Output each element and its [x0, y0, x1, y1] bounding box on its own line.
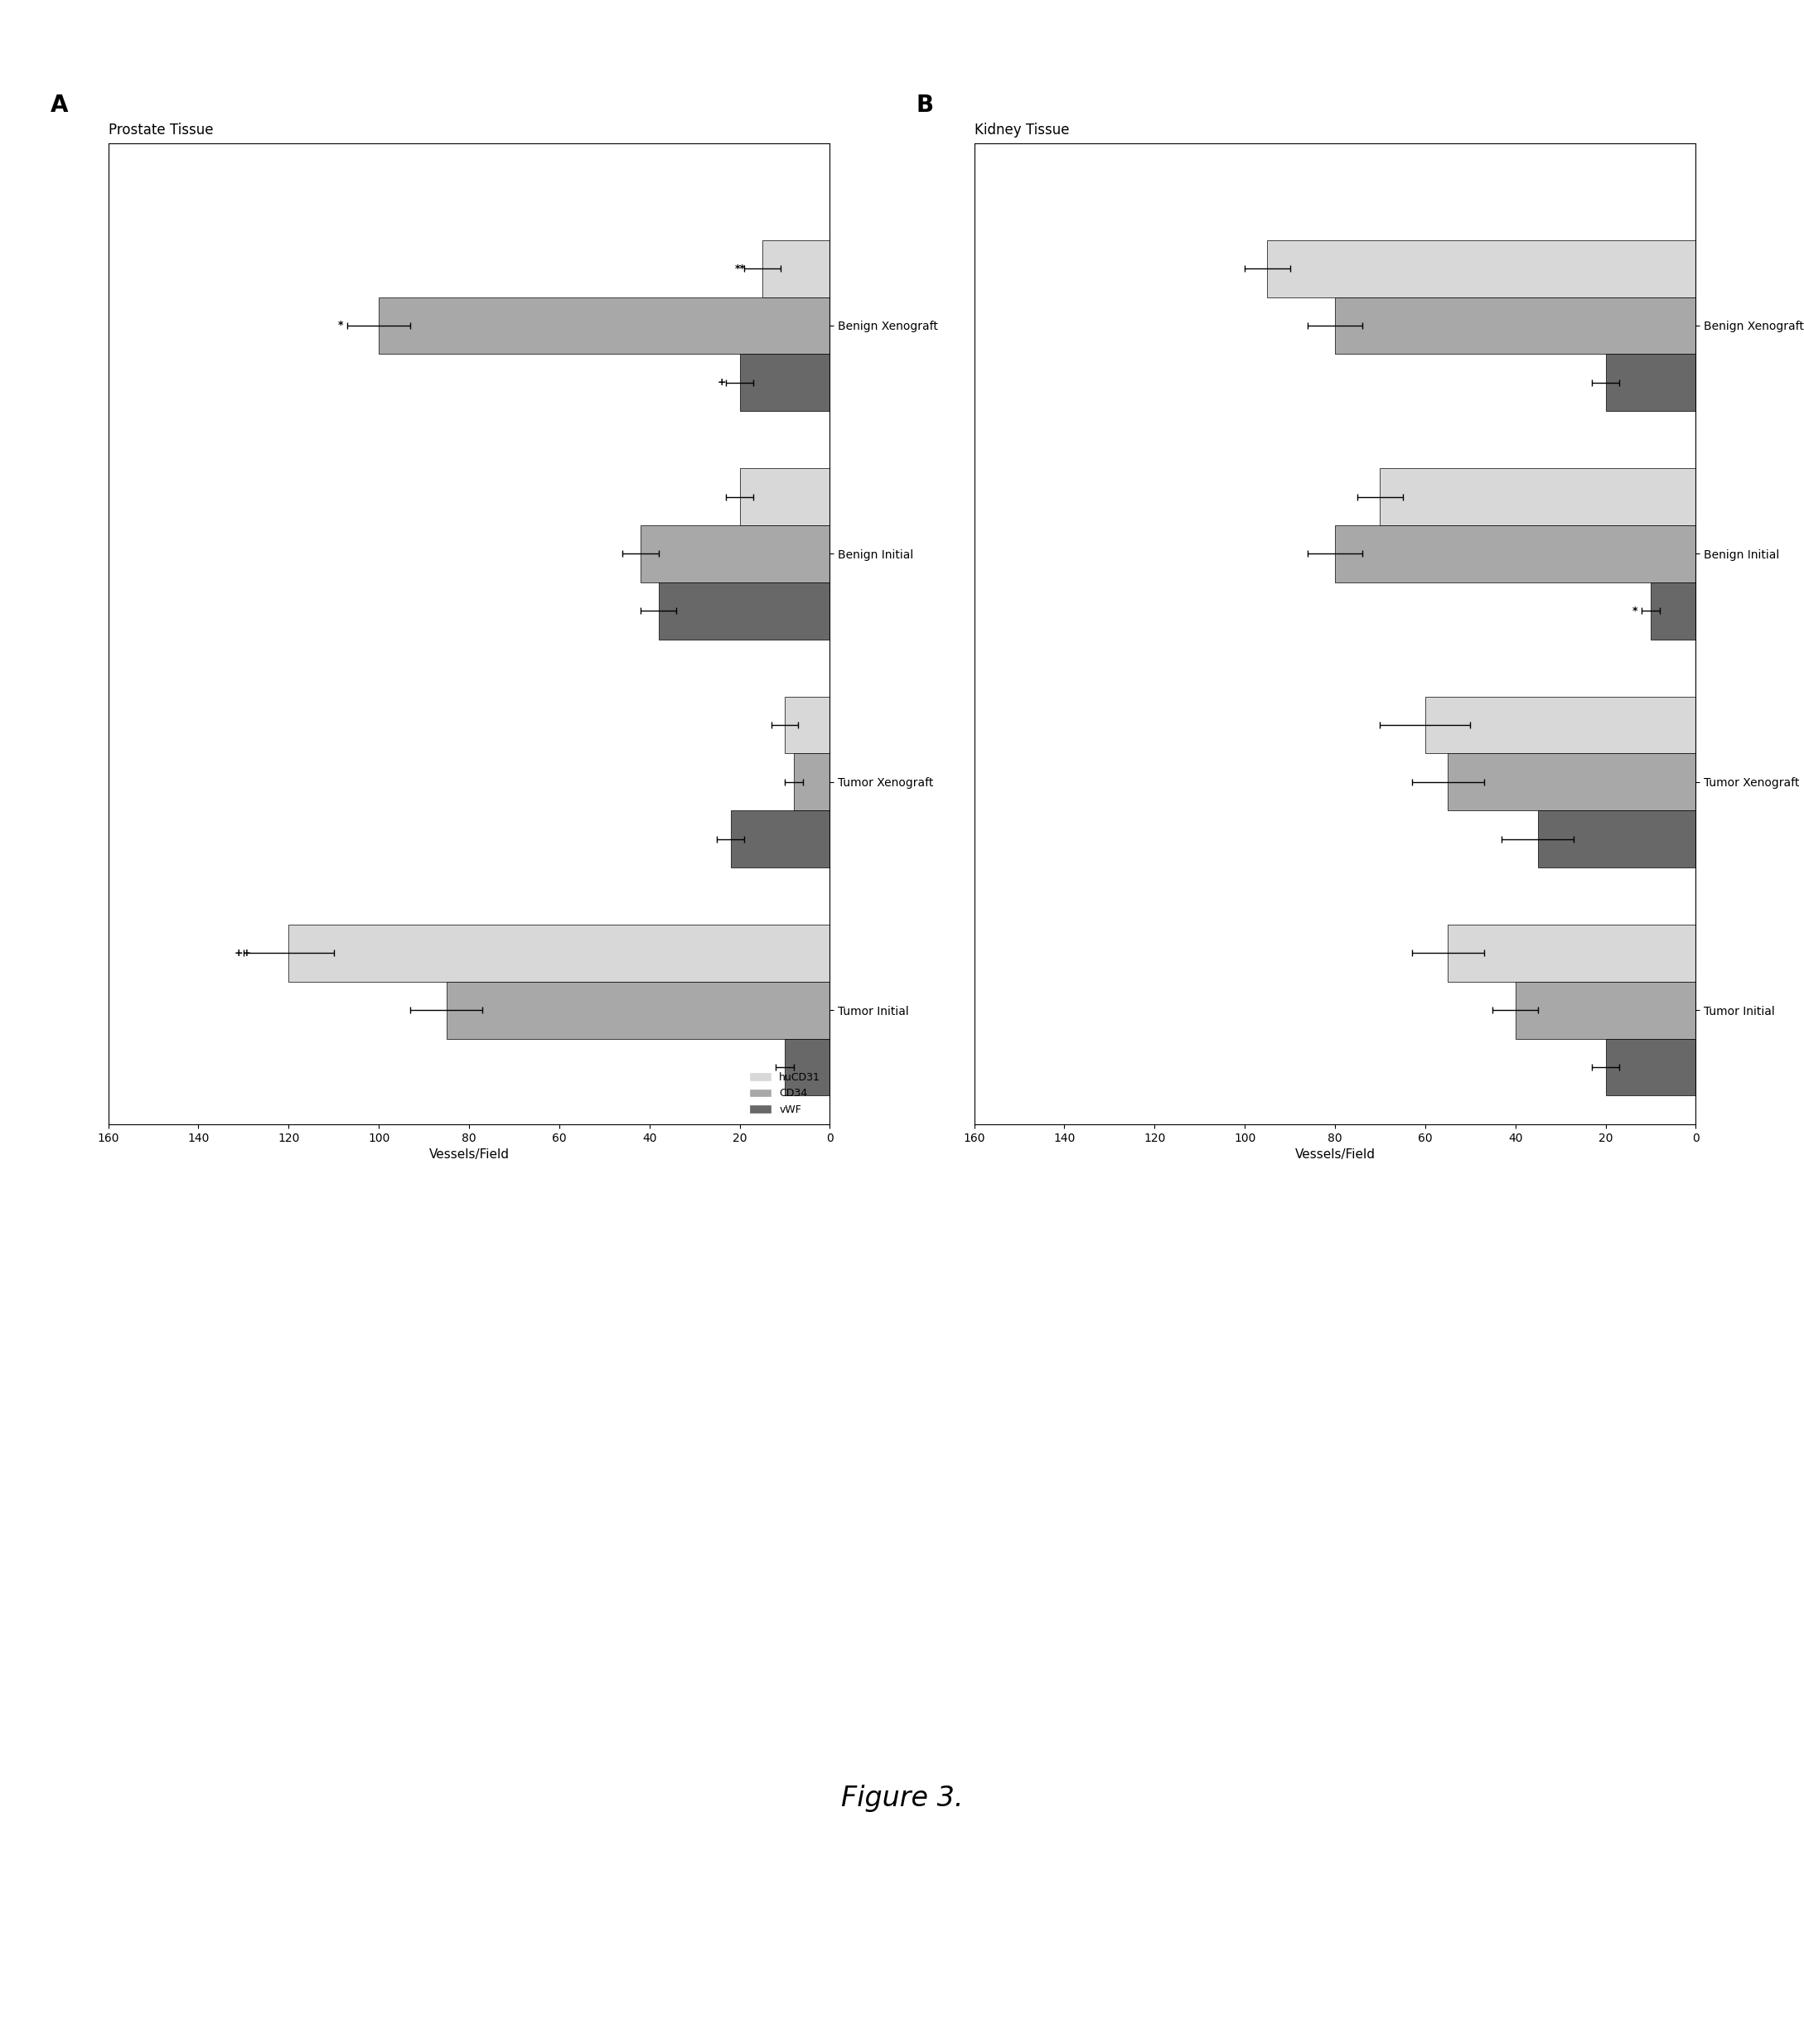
Bar	[379, 296, 830, 354]
Bar	[740, 354, 830, 411]
Bar	[763, 239, 830, 296]
Bar	[1335, 525, 1696, 583]
Text: Kidney Tissue: Kidney Tissue	[974, 123, 1070, 137]
Bar	[1335, 296, 1696, 354]
Bar	[289, 924, 830, 981]
Legend: huCD31, CD34, vWF: huCD31, CD34, vWF	[747, 1069, 824, 1118]
Text: B: B	[916, 94, 934, 117]
Bar	[1268, 239, 1696, 296]
Bar	[731, 811, 830, 867]
Bar	[1515, 981, 1696, 1038]
Bar	[785, 1038, 830, 1096]
Text: Figure 3.: Figure 3.	[841, 1784, 963, 1813]
Bar	[785, 697, 830, 754]
Text: +: +	[718, 378, 725, 388]
Bar	[658, 583, 830, 640]
Bar	[1537, 811, 1696, 867]
Bar	[1606, 1038, 1696, 1096]
Text: **: **	[736, 264, 745, 274]
Bar	[447, 981, 830, 1038]
Bar	[1447, 924, 1696, 981]
Text: A: A	[51, 94, 69, 117]
Text: Prostate Tissue: Prostate Tissue	[108, 123, 213, 137]
X-axis label: Vessels/Field: Vessels/Field	[429, 1149, 509, 1161]
X-axis label: Vessels/Field: Vessels/Field	[1295, 1149, 1375, 1161]
Bar	[794, 754, 830, 811]
Bar	[640, 525, 830, 583]
Text: *: *	[1633, 605, 1638, 615]
Bar	[1380, 468, 1696, 525]
Text: ++: ++	[235, 948, 253, 959]
Bar	[1606, 354, 1696, 411]
Bar	[1425, 697, 1696, 754]
Text: *: *	[339, 321, 343, 331]
Bar	[1447, 754, 1696, 811]
Bar	[740, 468, 830, 525]
Bar	[1651, 583, 1696, 640]
